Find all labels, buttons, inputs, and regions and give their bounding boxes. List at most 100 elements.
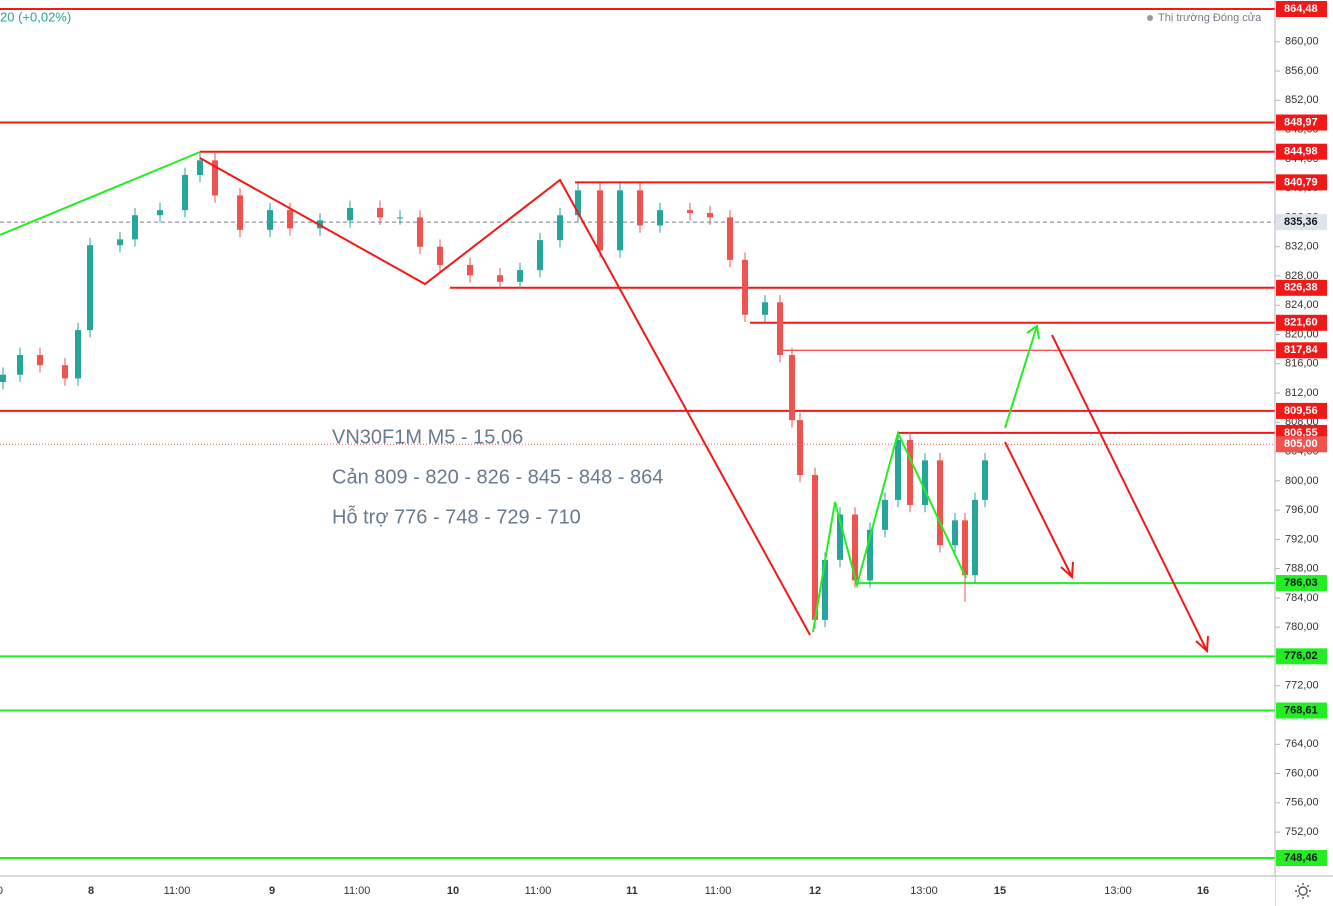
y-tick-label: 796,00	[1285, 504, 1319, 516]
candle-body	[812, 474, 818, 620]
x-tick-label: 15	[994, 885, 1006, 897]
y-tick-label: 832,00	[1285, 241, 1319, 253]
candle-body	[657, 210, 663, 226]
level-label-box	[1276, 342, 1327, 359]
candle-body	[852, 514, 858, 581]
candle-body	[937, 460, 943, 546]
level-label-box	[1276, 314, 1327, 331]
candle-body	[867, 529, 873, 581]
level-label: 805,00	[1284, 438, 1318, 450]
candle-body	[575, 190, 581, 216]
level-label: 848,97	[1284, 116, 1318, 128]
level-label-box	[1276, 143, 1327, 160]
candle-body	[87, 245, 93, 331]
settings-icon[interactable]	[1295, 883, 1311, 899]
candle-body	[132, 215, 138, 240]
drawings	[0, 151, 1209, 654]
candle-body	[742, 259, 748, 315]
candle-body	[397, 217, 403, 219]
arrow	[1051, 334, 1208, 652]
candle-body	[687, 210, 693, 214]
y-tick-label: 764,00	[1285, 738, 1319, 750]
candle-body	[287, 210, 293, 229]
candle-body	[347, 207, 353, 221]
candle-body	[895, 439, 901, 500]
trend-line	[0, 151, 201, 236]
level-label: 786,03	[1284, 577, 1318, 589]
candle-body	[212, 160, 218, 196]
level-label: 806,55	[1284, 427, 1318, 439]
level-label-box	[1276, 648, 1327, 665]
candle-body	[982, 460, 988, 500]
annotation: Cản 809 - 820 - 826 - 845 - 848 - 864	[332, 466, 663, 488]
candle-body	[517, 270, 523, 282]
x-tick-label: 11:00	[164, 885, 191, 897]
arrow-head	[1026, 324, 1040, 340]
y-tick-label: 860,00	[1285, 36, 1319, 48]
y-tick-label: 780,00	[1285, 621, 1319, 633]
level-label: 835,36	[1284, 216, 1318, 228]
x-tick-label: 12	[809, 885, 821, 897]
candle-body	[637, 190, 643, 226]
candle-body	[75, 330, 81, 379]
level-label: 826,38	[1284, 282, 1318, 294]
y-tick-label: 756,00	[1285, 797, 1319, 809]
candle-body	[197, 160, 203, 175]
y-tick-label: 824,00	[1285, 299, 1319, 311]
level-label-box	[1276, 114, 1327, 131]
x-tick-label: 9	[269, 885, 275, 897]
level-label: 864,48	[1284, 3, 1318, 15]
x-tick-label: 16	[1197, 885, 1209, 897]
candle-body	[417, 217, 423, 247]
y-tick-label: 856,00	[1285, 65, 1319, 77]
arrow	[1004, 441, 1073, 578]
candle-body	[237, 195, 243, 230]
x-tick-label: 11:00	[705, 885, 732, 897]
level-label: 840,79	[1284, 176, 1318, 188]
candle-body	[797, 420, 803, 475]
arrow-head	[1195, 635, 1209, 654]
level-label: 821,60	[1284, 317, 1318, 329]
candle-body	[962, 520, 968, 576]
y-tick-label: 816,00	[1285, 358, 1319, 370]
x-tick-label: 8	[88, 885, 94, 897]
y-tick-label: 820,00	[1285, 328, 1319, 340]
candle-body	[952, 520, 958, 546]
level-label-box	[1276, 1, 1327, 18]
level-label-box	[1276, 402, 1327, 419]
x-tick-label: 00	[0, 885, 3, 897]
level-label-box	[1276, 174, 1327, 191]
y-tick-label: 788,00	[1285, 563, 1319, 575]
level-label: 768,61	[1284, 704, 1318, 716]
candle-body	[537, 240, 543, 271]
level-label: 844,98	[1284, 146, 1318, 158]
candle-body	[777, 302, 783, 355]
x-tick-label: 11	[626, 885, 638, 897]
candle-body	[467, 264, 473, 276]
candle-body	[822, 559, 828, 620]
y-tick-label: 792,00	[1285, 533, 1319, 545]
candle-body	[727, 217, 733, 260]
x-tick-label: 13:00	[910, 885, 938, 897]
candle-body	[437, 246, 443, 265]
level-label-box	[1276, 849, 1327, 866]
candle-body	[762, 302, 768, 315]
candle-body	[789, 354, 795, 421]
status-dot	[1147, 15, 1153, 21]
level-label: 748,46	[1284, 852, 1318, 864]
level-label-box	[1276, 436, 1327, 453]
market-status: Thị trường Đóng cửa	[1158, 12, 1262, 24]
candle-body	[37, 354, 43, 366]
y-tick-label: 760,00	[1285, 767, 1319, 779]
candle-body	[157, 210, 163, 216]
candle-body	[707, 213, 713, 218]
candle-body	[377, 207, 383, 218]
x-tick-label: 11:00	[525, 885, 552, 897]
candle-body	[907, 439, 913, 505]
candle-body	[922, 460, 928, 505]
candle-body	[557, 215, 563, 241]
level-label-box	[1276, 214, 1327, 231]
header-price: 20 (+0,02%)	[0, 9, 71, 24]
